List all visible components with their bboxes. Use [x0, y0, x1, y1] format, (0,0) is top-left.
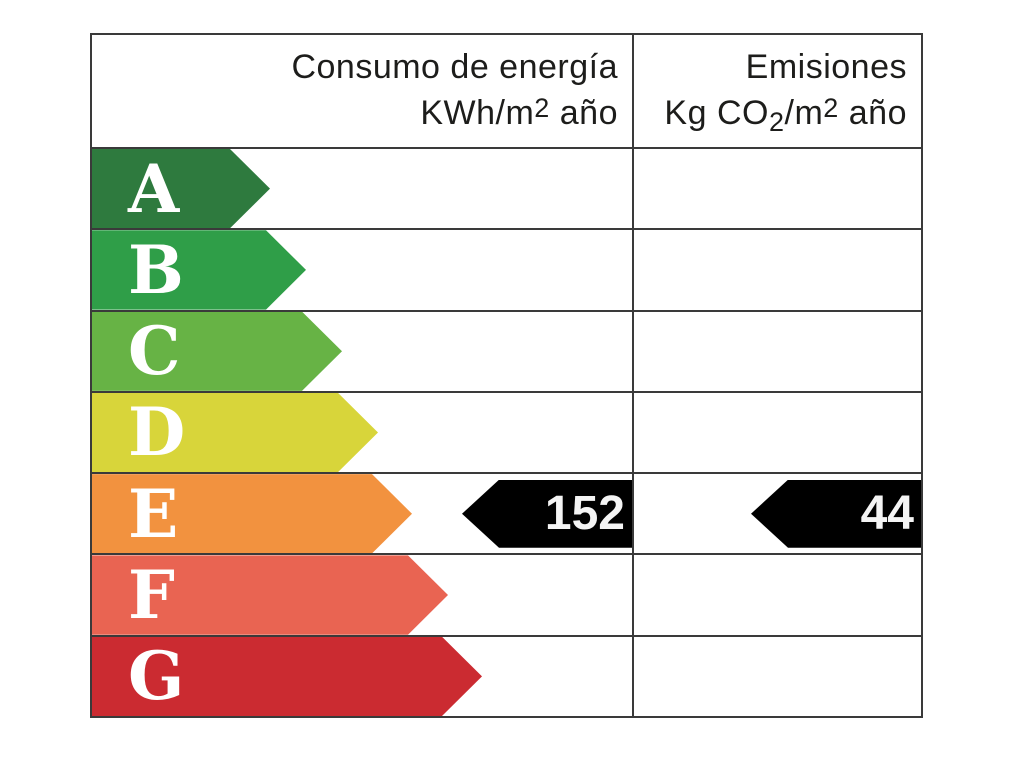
emissions-title: Emisiones [745, 48, 907, 86]
rating-arrow-e: E [92, 474, 412, 553]
emissions-value: 44 [860, 487, 914, 541]
emissions-cell-c [632, 311, 921, 391]
rating-row-a: A [92, 147, 921, 229]
rating-arrow-d: D [92, 393, 378, 472]
consumption-title: Consumo de energía [291, 48, 618, 86]
rating-row-f: F [92, 553, 921, 635]
rating-row-g: G [92, 634, 921, 716]
header-row: Consumo de energía KWh/m2 año Emisiones … [92, 35, 921, 147]
consumption-value-pointer-arrow: 152 [462, 479, 632, 548]
emissions-units: Kg CO2/m2 año [664, 93, 907, 137]
rating-letter-d: D [128, 393, 186, 472]
subscript-2: 2 [768, 107, 785, 137]
emissions-cell-e: 44 [632, 474, 921, 554]
consumption-value: 152 [544, 487, 625, 541]
rating-letter-a: A [128, 149, 180, 228]
emissions-header-cell: Emisiones Kg CO2/m2 año [632, 35, 921, 147]
emissions-cell-g [632, 636, 921, 716]
emissions-cell-d [632, 392, 921, 473]
rating-row-e: E 152 44 [92, 472, 921, 554]
rating-row-c: C [92, 309, 921, 391]
rating-letter-g: G [128, 637, 185, 716]
rating-row-b: B [92, 228, 921, 310]
rating-letter-e: E [128, 474, 179, 553]
rating-arrow-a: A [92, 149, 270, 228]
rating-letter-c: C [128, 312, 181, 391]
rating-arrow-c: C [92, 312, 342, 391]
consumption-header-cell: Consumo de energía KWh/m2 año [92, 35, 632, 147]
rating-arrow-g: G [92, 637, 482, 716]
emissions-value-pointer-arrow: 44 [751, 479, 921, 548]
superscript-2: 2 [534, 93, 550, 123]
emissions-cell-a [632, 149, 921, 229]
rating-letter-f: F [128, 556, 175, 635]
rating-row-d: D [92, 390, 921, 473]
rating-arrow-b: B [92, 230, 306, 309]
rating-rows: A B C D [92, 147, 921, 716]
emissions-cell-b [632, 230, 921, 310]
rating-letter-b: B [128, 230, 184, 309]
superscript-2: 2 [823, 93, 839, 123]
rating-arrow-f: F [92, 555, 448, 634]
consumption-units: KWh/m2 año [420, 93, 618, 132]
energy-efficiency-label: Consumo de energía KWh/m2 año Emisiones … [90, 33, 923, 718]
emissions-cell-f [632, 555, 921, 635]
